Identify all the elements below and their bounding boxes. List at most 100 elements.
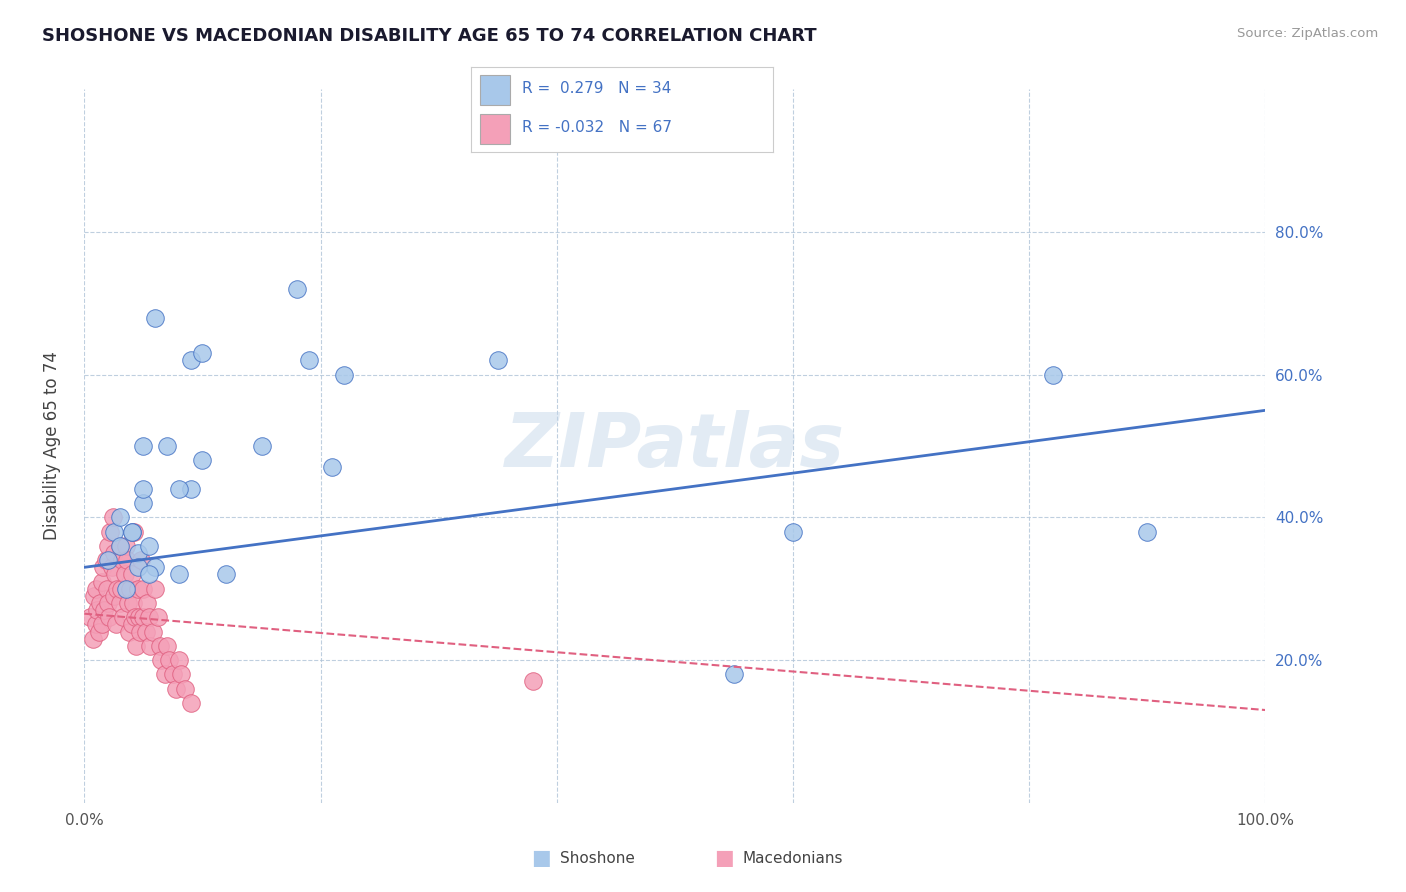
Point	[167, 653, 190, 667]
Point	[108, 510, 131, 524]
Point	[93, 603, 115, 617]
Point	[118, 624, 141, 639]
Point	[121, 524, 143, 539]
Point	[143, 310, 166, 325]
Point	[91, 560, 114, 574]
Point	[108, 539, 131, 553]
Point	[127, 546, 149, 560]
Point	[97, 553, 120, 567]
Point	[486, 353, 509, 368]
Point	[127, 560, 149, 574]
Point	[138, 539, 160, 553]
Point	[215, 567, 238, 582]
Point	[121, 596, 143, 610]
Point	[333, 368, 356, 382]
Point	[128, 610, 150, 624]
Point	[132, 482, 155, 496]
Point	[104, 567, 127, 582]
Point	[149, 639, 172, 653]
FancyBboxPatch shape	[479, 76, 510, 105]
Point	[115, 553, 138, 567]
Point	[101, 510, 124, 524]
Text: ■: ■	[531, 848, 551, 868]
Point	[84, 582, 107, 596]
Point	[173, 681, 195, 696]
Text: R = -0.032   N = 67: R = -0.032 N = 67	[523, 120, 672, 136]
Point	[122, 524, 145, 539]
Point	[132, 439, 155, 453]
Point	[162, 667, 184, 681]
Point	[139, 639, 162, 653]
Point	[153, 667, 176, 681]
Point	[138, 567, 160, 582]
Point	[97, 596, 120, 610]
Point	[91, 574, 114, 589]
Point	[522, 674, 544, 689]
Text: ZIPatlas: ZIPatlas	[505, 409, 845, 483]
Point	[298, 353, 321, 368]
Point	[103, 524, 125, 539]
Point	[107, 582, 129, 596]
Point	[191, 346, 214, 360]
Point	[98, 524, 121, 539]
Point	[1042, 368, 1064, 382]
Point	[125, 639, 148, 653]
Point	[110, 582, 132, 596]
Point	[180, 696, 202, 710]
Point	[128, 624, 150, 639]
Point	[136, 596, 159, 610]
Point	[143, 560, 166, 574]
FancyBboxPatch shape	[479, 114, 510, 144]
Y-axis label: Disability Age 65 to 74: Disability Age 65 to 74	[42, 351, 60, 541]
Point	[112, 610, 135, 624]
Point	[156, 639, 179, 653]
Point	[127, 582, 149, 596]
Point	[108, 539, 131, 553]
Point	[321, 460, 343, 475]
Point	[142, 624, 165, 639]
Point	[167, 482, 190, 496]
Point	[132, 582, 155, 596]
Point	[150, 653, 173, 667]
Point	[97, 539, 120, 553]
Point	[167, 567, 190, 582]
Point	[100, 560, 122, 574]
Text: ■: ■	[714, 848, 734, 868]
Point	[138, 610, 160, 624]
Point	[132, 496, 155, 510]
Point	[166, 681, 188, 696]
Point	[170, 667, 193, 681]
Point	[86, 603, 108, 617]
Point	[108, 596, 131, 610]
Point	[96, 582, 118, 596]
Point	[180, 353, 202, 368]
Point	[121, 524, 143, 539]
Point	[82, 632, 104, 646]
Point	[129, 553, 152, 567]
Point	[114, 567, 136, 582]
Point	[83, 589, 105, 603]
Point	[143, 582, 166, 596]
Point	[135, 624, 157, 639]
Text: R =  0.279   N = 34: R = 0.279 N = 34	[523, 81, 672, 96]
Point	[111, 553, 134, 567]
Point	[132, 610, 155, 624]
Point	[250, 439, 273, 453]
Point	[87, 624, 110, 639]
Point	[103, 589, 125, 603]
Point	[121, 567, 143, 582]
Point	[117, 596, 139, 610]
Point	[89, 596, 111, 610]
Point	[114, 539, 136, 553]
Text: Shoshone: Shoshone	[560, 851, 634, 865]
Point	[146, 610, 169, 624]
Point	[723, 667, 745, 681]
Point	[180, 482, 202, 496]
Point	[84, 617, 107, 632]
Point	[94, 553, 117, 567]
Point	[1136, 524, 1159, 539]
Point	[114, 582, 136, 596]
Text: Macedonians: Macedonians	[742, 851, 842, 865]
Point	[91, 617, 114, 632]
Point	[124, 610, 146, 624]
